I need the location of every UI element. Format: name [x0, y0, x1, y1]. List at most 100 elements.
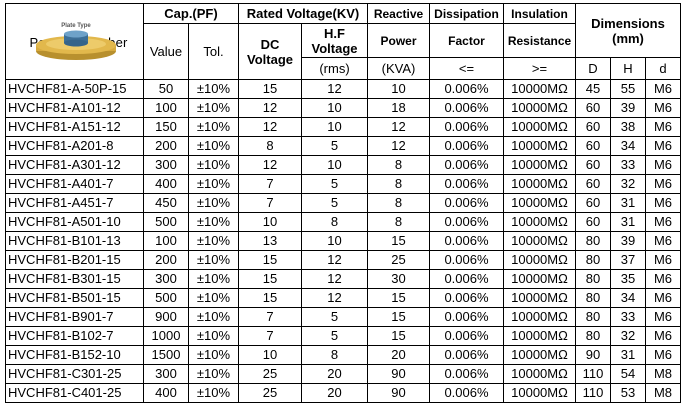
dim-thread-cell: M6 — [645, 174, 681, 194]
hf-voltage-cell: 5 — [301, 193, 368, 213]
insulation-resistance-cell: 10000MΩ — [503, 79, 576, 99]
cap-value-cell: 50 — [143, 79, 189, 99]
hf-voltage-cell: 20 — [301, 364, 368, 384]
table-row: HVCHF81-B201-15 200 ±10% 15 12 25 0.006% 10000M… — [5, 250, 681, 270]
hf-voltage-cell: 10 — [301, 231, 368, 251]
reactive-power-cell: 8 — [367, 212, 430, 232]
dim-h-cell: 53 — [610, 383, 646, 403]
table-row: HVCHF81-A501-10 500 ±10% 10 8 8 0.006% 10000MΩ 6… — [5, 212, 681, 232]
dc-voltage-header: DC Voltage — [238, 23, 302, 80]
hf-voltage-cell: 5 — [301, 326, 368, 346]
cap-value-cell: 300 — [143, 364, 189, 384]
tolerance-cell: ±10% — [188, 345, 239, 365]
dim-d-cell: 60 — [575, 193, 611, 213]
table-row: HVCHF81-B101-13 100 ±10% 13 10 15 0.006% 10000M… — [5, 231, 681, 251]
dissipation-factor-cell: 0.006% — [429, 155, 504, 175]
tolerance-cell: ±10% — [188, 174, 239, 194]
hf-voltage-cell: 5 — [301, 136, 368, 156]
insulation-resistance-cell: 10000MΩ — [503, 326, 576, 346]
cap-value-cell: 200 — [143, 136, 189, 156]
dim-h-cell: 31 — [610, 212, 646, 232]
tolerance-cell: ±10% — [188, 326, 239, 346]
dc-voltage-cell: 7 — [238, 193, 302, 213]
cap-value-cell: 100 — [143, 98, 189, 118]
dissipation-factor-cell: 0.006% — [429, 326, 504, 346]
reactive-power-cell: 15 — [367, 231, 430, 251]
dim-d-cell: 60 — [575, 174, 611, 194]
hf-voltage-label: Voltage — [311, 40, 358, 56]
dc-voltage-cell: 15 — [238, 269, 302, 289]
dim-thread-cell: M6 — [645, 288, 681, 308]
ge-header: >= — [503, 57, 576, 80]
dissipation-factor-cell: 0.006% — [429, 364, 504, 384]
table-row: HVCHF81-A401-7 400 ±10% 7 5 8 0.006% 10000MΩ 60 3… — [5, 174, 681, 194]
dim-d-cell: 80 — [575, 231, 611, 251]
reactive-power-cell: 8 — [367, 174, 430, 194]
dimensions-unit: (mm) — [612, 30, 644, 46]
dim-h-cell: 32 — [610, 174, 646, 194]
hf-voltage-cell: 12 — [301, 288, 368, 308]
hf-voltage-cell: 12 — [301, 79, 368, 99]
dim-thread-cell: M6 — [645, 326, 681, 346]
dim-h-cell: 33 — [610, 307, 646, 327]
dimensions-label: Dimensions — [591, 15, 665, 31]
tolerance-cell: ±10% — [188, 383, 239, 403]
cap-value-cell: 300 — [143, 155, 189, 175]
hf-voltage-header: H.F Voltage — [301, 23, 368, 58]
dim-d-cell: 60 — [575, 98, 611, 118]
dim-thread-cell: M8 — [645, 364, 681, 384]
insulation-resistance-cell: 10000MΩ — [503, 193, 576, 213]
reactive-power-cell: 30 — [367, 269, 430, 289]
dc-voltage-label: Voltage — [247, 51, 293, 67]
dc-voltage-cell: 25 — [238, 364, 302, 384]
hf-voltage-cell: 20 — [301, 383, 368, 403]
insulation-resistance-cell: 10000MΩ — [503, 155, 576, 175]
dim-d-cell: 90 — [575, 345, 611, 365]
kva-header: (KVA) — [367, 57, 430, 80]
table-row: HVCHF81-B501-15 500 ±10% 15 12 15 0.006% 10000M… — [5, 288, 681, 308]
dim-d-cell: 80 — [575, 288, 611, 308]
tolerance-cell: ±10% — [188, 117, 239, 137]
dim-h-cell: 54 — [610, 364, 646, 384]
dc-voltage-cell: 13 — [238, 231, 302, 251]
dc-voltage-cell: 25 — [238, 383, 302, 403]
dissipation-factor-cell: 0.006% — [429, 98, 504, 118]
table-row: HVCHF81-A451-7 450 ±10% 7 5 8 0.006% 10000MΩ 60 3… — [5, 193, 681, 213]
tolerance-cell: ±10% — [188, 231, 239, 251]
dissipation-factor-cell: 0.006% — [429, 231, 504, 251]
spec-table-body: HVCHF81-A-50P-15 50 ±10% 15 12 10 0.006% 10000M… — [5, 79, 681, 403]
table-row: HVCHF81-A151-12 150 ±10% 12 10 12 0.006% 10000M… — [5, 117, 681, 137]
dim-h-cell: 39 — [610, 98, 646, 118]
part-cell: HVCHF81-C401-25 — [5, 383, 144, 403]
part-cell: HVCHF81-B101-13 — [5, 231, 144, 251]
hf-label: H.F — [324, 25, 345, 41]
dc-voltage-cell: 7 — [238, 326, 302, 346]
dc-voltage-cell: 7 — [238, 174, 302, 194]
reactive-power-cell: 12 — [367, 117, 430, 137]
insulation-resistance-cell: 10000MΩ — [503, 117, 576, 137]
dim-thread-cell: M6 — [645, 345, 681, 365]
dim-thread-cell: M6 — [645, 307, 681, 327]
spec-table-container: PartNumber Plate Type Cap.(PF) Rated Vol… — [5, 3, 681, 403]
dim-thread-cell: M6 — [645, 79, 681, 99]
tolerance-cell: ±10% — [188, 250, 239, 270]
reactive-power-cell: 15 — [367, 288, 430, 308]
dim-h-cell: 37 — [610, 250, 646, 270]
dissipation-factor-cell: 0.006% — [429, 269, 504, 289]
insulation-resistance-cell: 10000MΩ — [503, 288, 576, 308]
insulation-resistance-cell: 10000MΩ — [503, 98, 576, 118]
dissipation-header: Dissipation — [429, 3, 504, 24]
tol-header: Tol. — [188, 23, 239, 80]
part-cell: HVCHF81-C301-25 — [5, 364, 144, 384]
dissipation-factor-cell: 0.006% — [429, 250, 504, 270]
table-row: HVCHF81-A101-12 100 ±10% 12 10 18 0.006% 10000M… — [5, 98, 681, 118]
table-row: HVCHF81-A-50P-15 50 ±10% 15 12 10 0.006% 10000M… — [5, 79, 681, 99]
dim-h-cell: 39 — [610, 231, 646, 251]
factor-header: Factor — [429, 23, 504, 58]
dim-d-cell: 60 — [575, 212, 611, 232]
part-cell: HVCHF81-B201-15 — [5, 250, 144, 270]
dim-h-cell: 32 — [610, 326, 646, 346]
dc-voltage-cell: 12 — [238, 117, 302, 137]
tolerance-cell: ±10% — [188, 269, 239, 289]
reactive-power-cell: 10 — [367, 79, 430, 99]
